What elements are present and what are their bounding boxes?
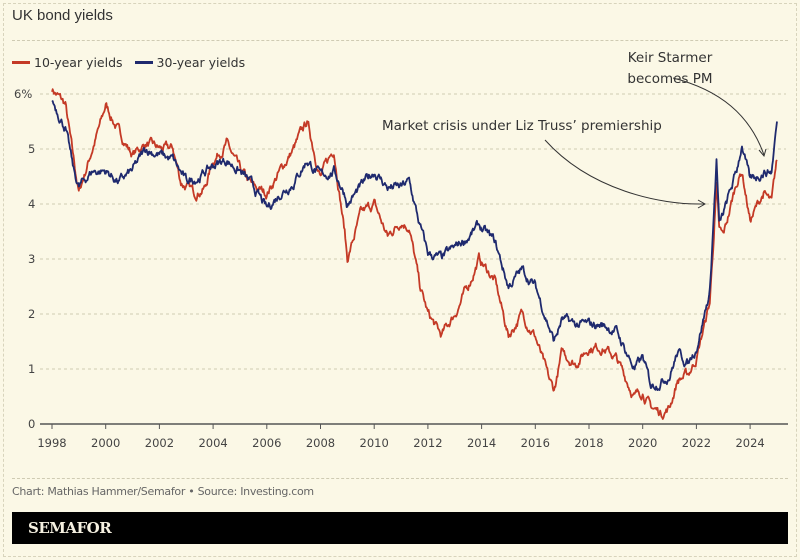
arrowhead (758, 148, 767, 158)
y-tick-label: 4 (28, 197, 35, 211)
x-tick-label: 2012 (413, 436, 442, 450)
series-line-30-year (51, 100, 778, 391)
x-tick-label: 2022 (682, 436, 711, 450)
legend-swatch (12, 61, 30, 64)
series-line-10-year (51, 88, 778, 420)
annotation-starmer-line1: Keir Starmer (628, 50, 713, 66)
x-tick-label: 2024 (735, 436, 764, 450)
legend: 10-year yields 30-year yields (12, 55, 245, 70)
y-tick-label: 2 (28, 307, 35, 321)
x-tick-label: 2000 (91, 436, 120, 450)
x-tick-label: 1998 (37, 436, 66, 450)
legend-label: 10-year yields (34, 55, 123, 70)
x-tick-label: 2004 (198, 436, 227, 450)
x-tick-label: 2008 (306, 436, 335, 450)
x-tick-label: 2002 (145, 436, 174, 450)
x-tick-label: 2014 (467, 436, 496, 450)
x-tick-label: 2006 (252, 436, 281, 450)
legend-item-30-year: 30-year yields (134, 55, 246, 70)
x-tick-label: 2018 (574, 436, 603, 450)
x-tick-label: 2016 (521, 436, 550, 450)
x-tick-label: 2010 (360, 436, 389, 450)
y-tick-label: 6% (14, 87, 32, 101)
annotation-arrow-starmer (672, 77, 765, 156)
annotation-starmer-line2: becomes PM (627, 71, 712, 87)
y-tick-label: 1 (28, 362, 35, 376)
brand-bar: SEMAFOR (12, 512, 788, 544)
y-tick-label: 3 (28, 252, 35, 266)
divider (12, 478, 788, 479)
x-tick-label: 2020 (628, 436, 657, 450)
legend-swatch (134, 61, 153, 64)
annotation-truss: Market crisis under Liz Truss’ premiersh… (382, 118, 662, 134)
legend-label: 30-year yields (156, 55, 246, 70)
arrowhead (697, 199, 707, 209)
annotation-arrow-truss (544, 139, 705, 205)
source-credit: Chart: Mathias Hammer/Semafor • Source: … (12, 485, 314, 498)
chart-title: UK bond yields (12, 7, 113, 24)
semafor-logo: SEMAFOR (28, 519, 112, 537)
legend-item-10-year: 10-year yields (12, 55, 123, 70)
y-tick-label: 0 (28, 417, 35, 431)
page-frame (3, 3, 797, 557)
divider (12, 40, 788, 41)
line-chart: 0 1 2 3 4 5 6% 1998 2000 2002 2004 2006 2008 2010 2012… (14, 50, 788, 450)
y-tick-label: 5 (28, 142, 35, 156)
